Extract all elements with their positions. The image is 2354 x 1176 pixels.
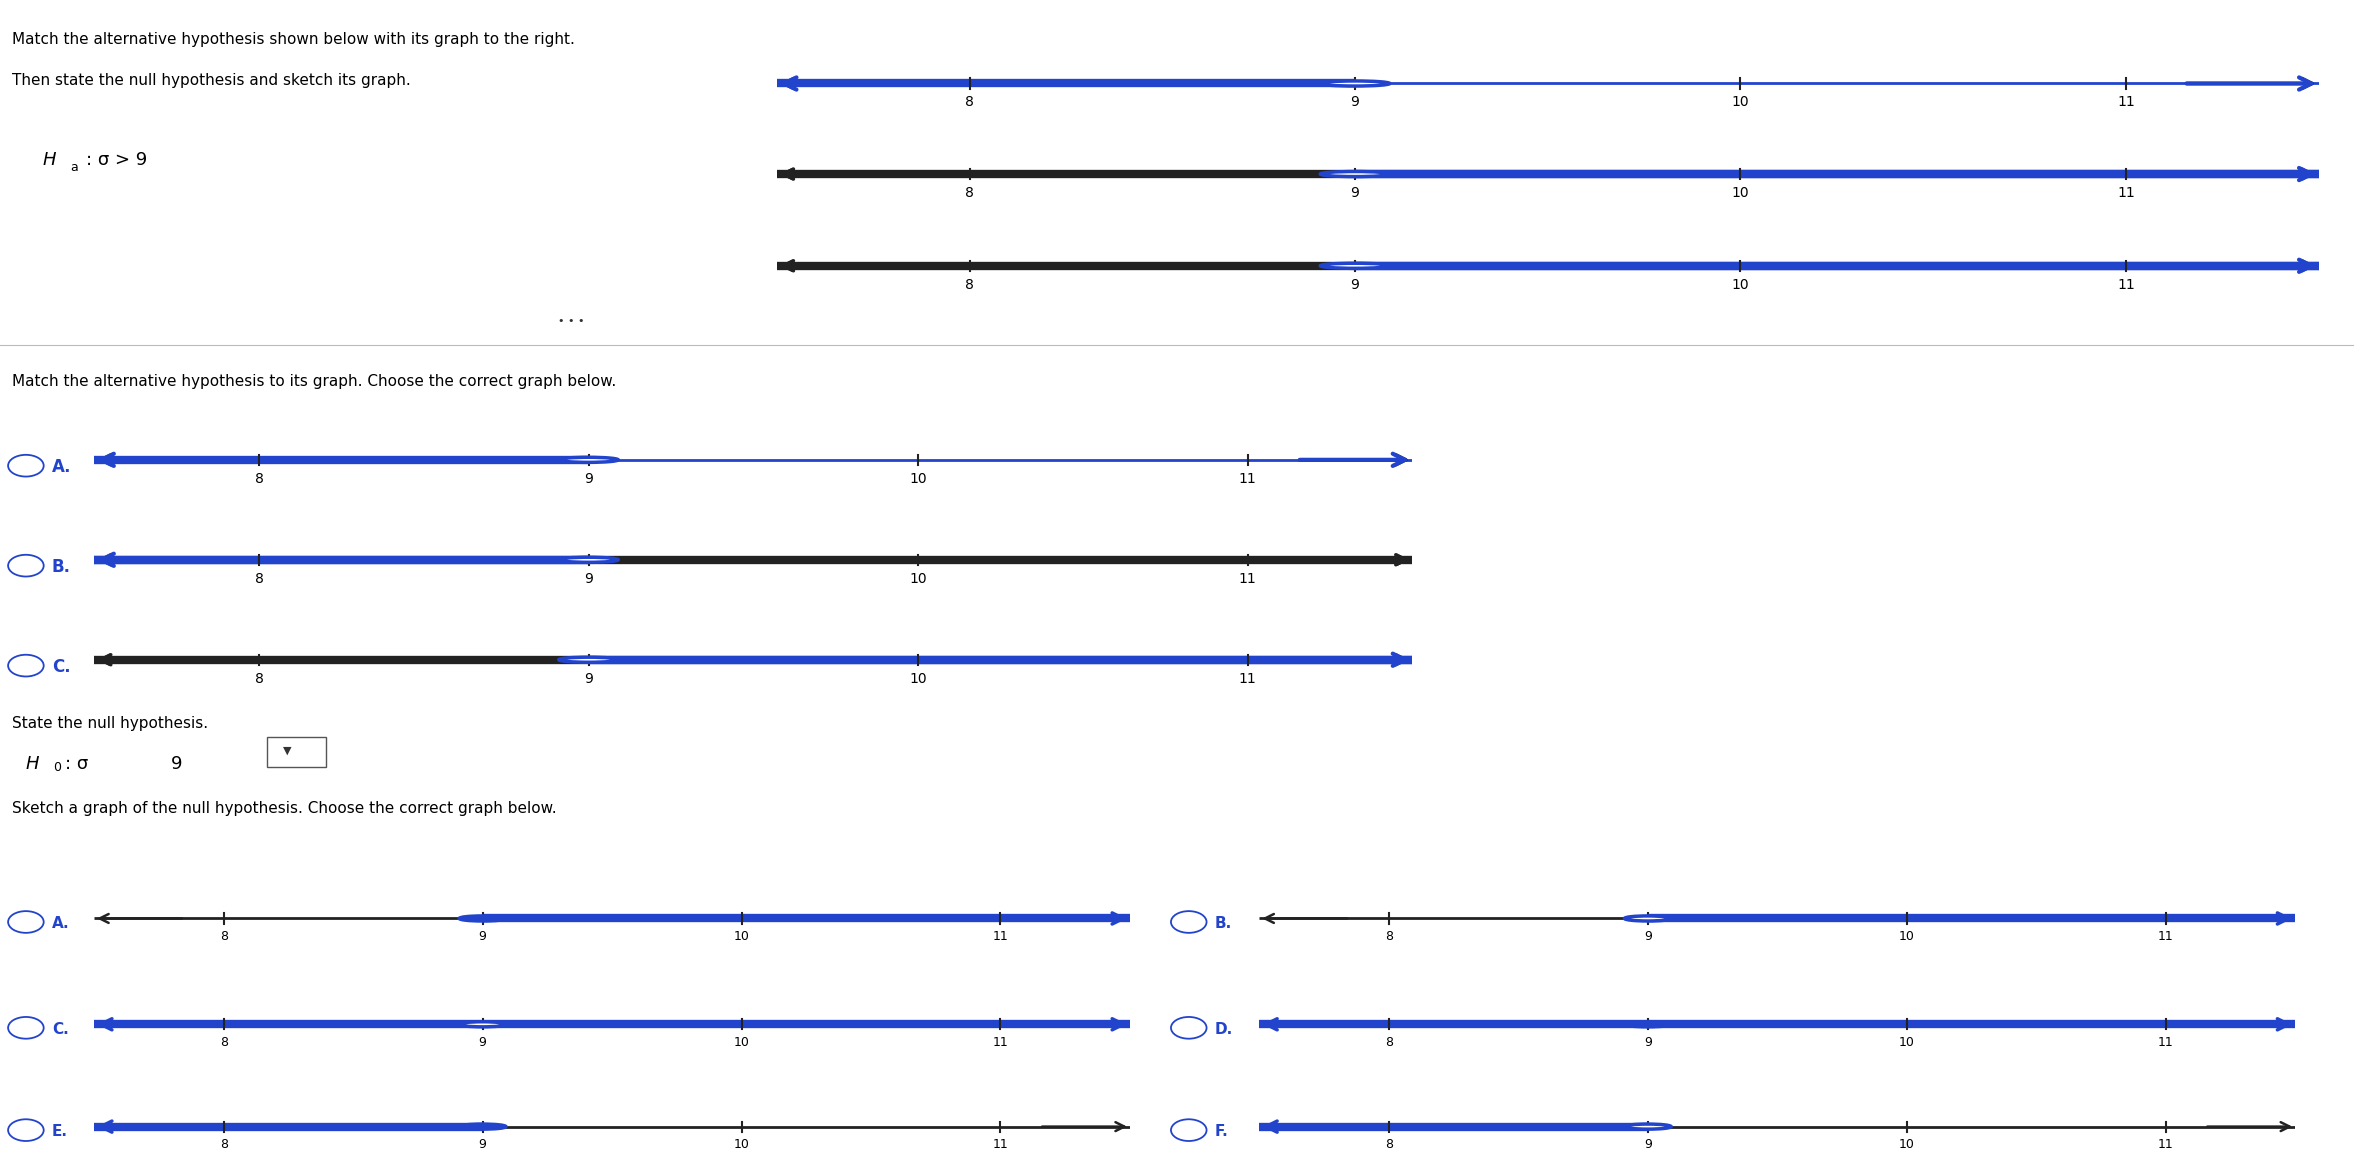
Text: 9: 9 [172,755,181,773]
Circle shape [7,455,45,476]
Circle shape [7,1120,45,1141]
Text: B.: B. [52,559,71,576]
Text: 9: 9 [1643,930,1653,943]
FancyBboxPatch shape [266,736,327,767]
Text: 10: 10 [909,472,927,486]
Text: : σ > 9: : σ > 9 [85,151,146,168]
Text: 10: 10 [1733,278,1749,292]
Text: 8: 8 [219,1036,228,1049]
Circle shape [1624,1022,1671,1027]
Circle shape [558,557,619,562]
Text: 8: 8 [1384,1036,1394,1049]
Text: 10: 10 [734,930,749,943]
Text: 11: 11 [2159,1138,2173,1151]
Circle shape [1321,81,1389,86]
Text: 9: 9 [584,572,593,586]
Text: 11: 11 [2116,278,2135,292]
Text: 10: 10 [1733,186,1749,200]
Circle shape [558,457,619,462]
Text: • • •: • • • [558,316,584,326]
Text: Match the alternative hypothesis shown below with its graph to the right.: Match the alternative hypothesis shown b… [12,32,574,47]
Text: 11: 11 [2116,95,2135,109]
Text: 9: 9 [1643,1036,1653,1049]
Text: 11: 11 [993,1138,1008,1151]
Text: 10: 10 [909,671,927,686]
Text: 11: 11 [993,930,1008,943]
Text: State the null hypothesis.: State the null hypothesis. [12,716,207,731]
Text: A.: A. [52,459,71,476]
Circle shape [459,1022,506,1027]
Text: Sketch a graph of the null hypothesis. Choose the correct graph below.: Sketch a graph of the null hypothesis. C… [12,801,556,816]
Circle shape [1170,1120,1208,1141]
Text: 8: 8 [965,186,975,200]
Text: 8: 8 [219,930,228,943]
Circle shape [1321,263,1389,268]
Text: 10: 10 [909,572,927,586]
Text: 9: 9 [478,1036,487,1049]
Circle shape [558,657,619,662]
Text: 8: 8 [254,671,264,686]
Text: 9: 9 [478,1138,487,1151]
Text: 8: 8 [254,472,264,486]
Text: 8: 8 [219,1138,228,1151]
Text: H: H [42,151,56,168]
Circle shape [1624,1124,1671,1129]
Text: 11: 11 [1238,671,1257,686]
Text: Match the alternative hypothesis to its graph. Choose the correct graph below.: Match the alternative hypothesis to its … [12,374,617,389]
Text: 9: 9 [1351,186,1361,200]
Text: 10: 10 [734,1036,749,1049]
Text: H: H [26,755,40,773]
Text: 10: 10 [1733,95,1749,109]
Text: 9: 9 [584,472,593,486]
Circle shape [7,1017,45,1038]
Circle shape [1170,911,1208,933]
Text: 10: 10 [734,1138,749,1151]
Text: a: a [71,161,78,174]
Circle shape [1170,1017,1208,1038]
Text: 10: 10 [1900,1036,1914,1049]
Text: 8: 8 [254,572,264,586]
Text: ▼: ▼ [282,746,292,756]
Text: D.: D. [1215,1022,1233,1037]
Text: 9: 9 [478,930,487,943]
Text: 10: 10 [1900,930,1914,943]
Text: Then state the null hypothesis and sketch its graph.: Then state the null hypothesis and sketc… [12,73,410,88]
Text: B.: B. [1215,916,1231,931]
FancyBboxPatch shape [494,307,650,335]
Text: 11: 11 [993,1036,1008,1049]
Circle shape [459,1124,506,1129]
Text: 9: 9 [1643,1138,1653,1151]
Text: 0: 0 [52,761,61,774]
Circle shape [7,555,45,576]
Text: E.: E. [52,1124,68,1140]
Text: 11: 11 [2159,1036,2173,1049]
Text: 8: 8 [1384,1138,1394,1151]
Text: F.: F. [1215,1124,1229,1140]
Text: 9: 9 [584,671,593,686]
Text: 11: 11 [1238,572,1257,586]
Circle shape [7,655,45,676]
Text: C.: C. [52,659,71,676]
Text: A.: A. [52,916,68,931]
Text: 11: 11 [2159,930,2173,943]
Circle shape [7,911,45,933]
Text: 11: 11 [2116,186,2135,200]
Circle shape [1321,172,1389,176]
Text: : σ: : σ [66,755,87,773]
Text: 11: 11 [1238,472,1257,486]
Text: 9: 9 [1351,278,1361,292]
Text: 9: 9 [1351,95,1361,109]
Text: 8: 8 [965,95,975,109]
Text: C.: C. [52,1022,68,1037]
Circle shape [459,916,506,921]
Text: 8: 8 [965,278,975,292]
Circle shape [1624,916,1671,921]
Text: 8: 8 [1384,930,1394,943]
Text: 10: 10 [1900,1138,1914,1151]
